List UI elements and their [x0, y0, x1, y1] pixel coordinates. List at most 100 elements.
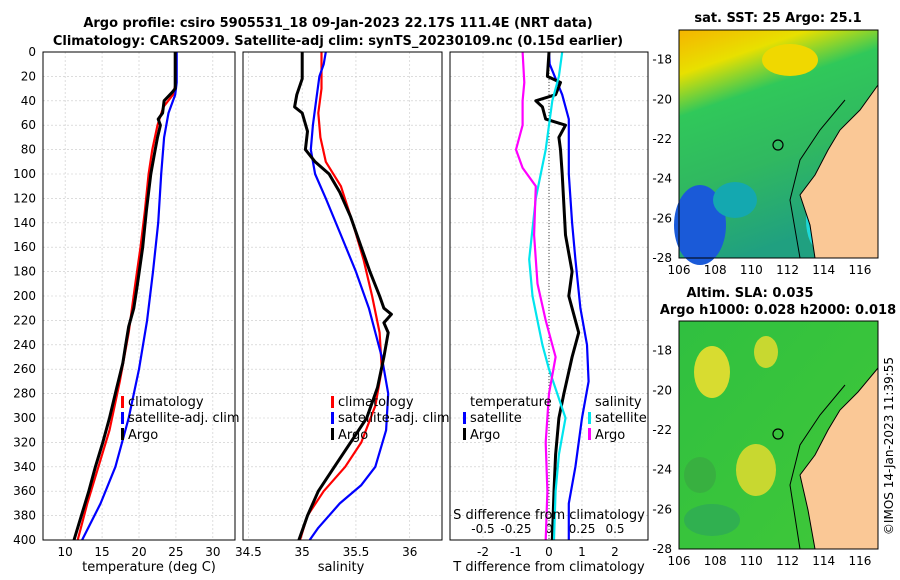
depth-tick-label: 220: [13, 313, 36, 327]
salinity-series: [293, 51, 393, 541]
lon-tick-label: 108: [704, 554, 727, 568]
salinity-xlabel: salinity: [318, 560, 365, 575]
legend-argo-swatch: [121, 428, 124, 440]
sla-map-title-line1: Altim. SLA: 0.035: [687, 286, 814, 301]
sla-frame: [678, 320, 879, 550]
sla-eddy: [684, 504, 740, 536]
s-difference-tick-labels: -0.5 -0.25 0 0.25 0.5: [471, 522, 624, 536]
sla-eddy: [684, 457, 716, 493]
t-difference-tick-labels: -2 -1 0 1 2: [477, 545, 619, 559]
sla-lon-labels: 106 108 110 112 114 116: [668, 554, 872, 568]
depth-tick-label: 160: [13, 240, 36, 254]
depth-tick-label: 80: [21, 143, 36, 157]
sst-frame: [678, 29, 879, 259]
legend-t-satellite-label: satellite: [470, 411, 522, 426]
x-tick-label: 36: [402, 545, 417, 559]
sst-isobath: [789, 99, 846, 259]
x-tick-label: 35.5: [343, 545, 370, 559]
legend-t-satellite-swatch: [463, 412, 466, 424]
depth-tick-label: 280: [13, 387, 36, 401]
legend-climatology-label: climatology: [128, 395, 204, 410]
legend-s-argo-label: Argo: [595, 428, 625, 443]
x-tick-label: 25: [168, 545, 183, 559]
x-tick-label: -2: [477, 545, 489, 559]
legend-satellite-label: satellite-adj. clim: [338, 411, 450, 426]
depth-tick-label: 100: [13, 167, 36, 181]
temperature-grid: [43, 51, 235, 541]
lat-tick-label: -26: [652, 502, 672, 516]
s-tick-label: 0.5: [605, 522, 624, 536]
series-temperature-satellite: [547, 51, 590, 540]
depth-tick-label: 120: [13, 191, 36, 205]
lon-tick-label: 108: [704, 263, 727, 277]
lat-tick-label: -28: [652, 251, 672, 265]
lon-tick-label: 106: [668, 554, 691, 568]
s-tick-label: 0.25: [569, 522, 596, 536]
series-temperature-argo: [534, 51, 581, 541]
lon-tick-label: 106: [668, 263, 691, 277]
depth-tick-label: 360: [13, 484, 36, 498]
sst-cold-patch: [674, 185, 726, 265]
sst-lon-labels: 106 108 110 112 114 116: [668, 263, 872, 277]
sst-map: -18 -20 -22 -24 -26 -28 106 108 110 112 114 116: [652, 29, 879, 277]
series-argo: [293, 52, 393, 541]
legend-satellite-swatch: [121, 412, 124, 424]
legend-satellite-label: satellite-adj. clim: [128, 411, 240, 426]
legend-climatology-label: climatology: [338, 395, 414, 410]
lon-tick-label: 116: [848, 554, 871, 568]
legend-argo-swatch: [331, 428, 334, 440]
sst-cool-patch: [713, 182, 757, 218]
depth-tick-label: 0: [28, 45, 36, 59]
depth-tick-label: 140: [13, 216, 36, 230]
lat-tick-label: -18: [652, 344, 672, 358]
lat-tick-label: -22: [652, 423, 672, 437]
temperature-legend: climatology satellite-adj. clim Argo: [121, 395, 240, 443]
figure-title-line1: Argo profile: csiro 5905531_18 09-Jan-20…: [83, 16, 592, 31]
salinity-grid: [243, 51, 442, 541]
s-tick-label: 0: [545, 522, 553, 536]
depth-tick-label: 60: [21, 118, 36, 132]
x-tick-label: -1: [510, 545, 522, 559]
legend-climatology-swatch: [121, 396, 124, 408]
temperature-series: [72, 52, 178, 541]
lon-tick-label: 112: [776, 263, 799, 277]
s-tick-label: -0.25: [500, 522, 531, 536]
depth-tick-label: 20: [21, 69, 36, 83]
x-tick-label: 30: [205, 545, 220, 559]
legend-salinity-header: salinity: [595, 395, 642, 410]
depth-tick-label: 200: [13, 289, 36, 303]
difference-legend-temperature: temperature satellite Argo: [463, 395, 552, 443]
series-climatology: [76, 52, 177, 541]
lat-tick-label: -20: [652, 92, 672, 106]
salinity-panel: 34.5 35 35.5 36 salinity climatology satell…: [235, 51, 450, 575]
x-tick-label: 1: [578, 545, 586, 559]
sla-eddy: [736, 444, 776, 496]
salinity-tick-labels: 34.5 35 35.5 36: [235, 545, 417, 559]
legend-climatology-swatch: [331, 396, 334, 408]
lon-tick-label: 110: [740, 263, 763, 277]
sla-eddy: [754, 336, 778, 368]
difference-legend-salinity: salinity satellite Argo: [588, 395, 647, 443]
legend-argo-label: Argo: [338, 428, 368, 443]
lat-tick-label: -22: [652, 132, 672, 146]
lon-tick-label: 114: [812, 263, 835, 277]
series-argo: [72, 52, 177, 541]
depth-tick-label: 400: [13, 533, 36, 547]
figure-title-line2: Climatology: CARS2009. Satellite-adj cli…: [53, 34, 623, 49]
legend-t-argo-label: Argo: [470, 428, 500, 443]
x-tick-label: 15: [94, 545, 109, 559]
lat-tick-label: -24: [652, 463, 672, 477]
lat-tick-label: -20: [652, 383, 672, 397]
x-tick-label: 0: [545, 545, 553, 559]
depth-tick-labels: 0 20 40 60 80 100 120 140 160 180 200 220 240 260 280 3…: [13, 45, 36, 547]
difference-frame: [449, 51, 649, 541]
salinity-frame: [242, 51, 443, 541]
sla-eddy: [694, 346, 730, 398]
legend-temperature-header: temperature: [470, 395, 552, 410]
legend-s-satellite-label: satellite: [595, 411, 647, 426]
x-tick-label: 20: [131, 545, 146, 559]
legend-s-argo-swatch: [588, 428, 591, 440]
lat-tick-label: -24: [652, 172, 672, 186]
lat-tick-label: -18: [652, 53, 672, 67]
